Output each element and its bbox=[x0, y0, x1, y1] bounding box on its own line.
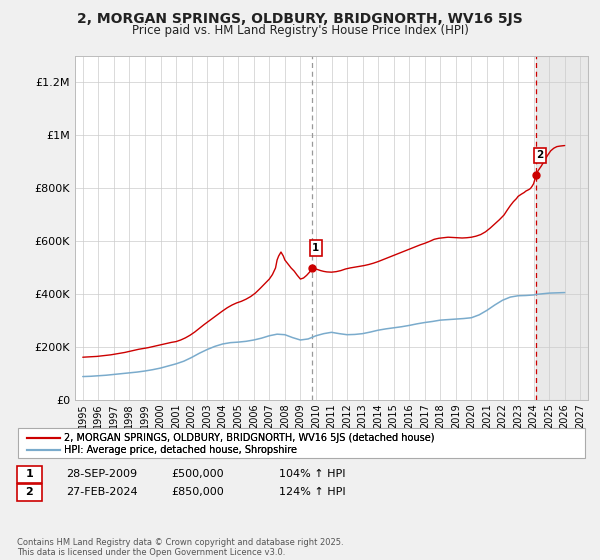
Text: 28-SEP-2009: 28-SEP-2009 bbox=[66, 469, 137, 479]
Text: £850,000: £850,000 bbox=[171, 487, 224, 497]
Text: £500,000: £500,000 bbox=[171, 469, 224, 479]
Text: 104% ↑ HPI: 104% ↑ HPI bbox=[279, 469, 346, 479]
Text: 2, MORGAN SPRINGS, OLDBURY, BRIDGNORTH, WV16 5JS (detached house): 2, MORGAN SPRINGS, OLDBURY, BRIDGNORTH, … bbox=[64, 433, 434, 443]
Text: HPI: Average price, detached house, Shropshire: HPI: Average price, detached house, Shro… bbox=[64, 445, 297, 455]
Text: Contains HM Land Registry data © Crown copyright and database right 2025.
This d: Contains HM Land Registry data © Crown c… bbox=[17, 538, 343, 557]
Text: 2, MORGAN SPRINGS, OLDBURY, BRIDGNORTH, WV16 5JS: 2, MORGAN SPRINGS, OLDBURY, BRIDGNORTH, … bbox=[77, 12, 523, 26]
Bar bbox=[536, 56, 588, 400]
Text: 2, MORGAN SPRINGS, OLDBURY, BRIDGNORTH, WV16 5JS (detached house): 2, MORGAN SPRINGS, OLDBURY, BRIDGNORTH, … bbox=[64, 433, 434, 443]
Text: 1: 1 bbox=[26, 469, 33, 479]
Text: HPI: Average price, detached house, Shropshire: HPI: Average price, detached house, Shro… bbox=[64, 445, 297, 455]
Text: 124% ↑ HPI: 124% ↑ HPI bbox=[279, 487, 346, 497]
Text: 27-FEB-2024: 27-FEB-2024 bbox=[66, 487, 137, 497]
Text: 1: 1 bbox=[312, 243, 319, 253]
Text: Price paid vs. HM Land Registry's House Price Index (HPI): Price paid vs. HM Land Registry's House … bbox=[131, 24, 469, 36]
Text: 2: 2 bbox=[536, 150, 544, 160]
Text: 2: 2 bbox=[26, 487, 33, 497]
